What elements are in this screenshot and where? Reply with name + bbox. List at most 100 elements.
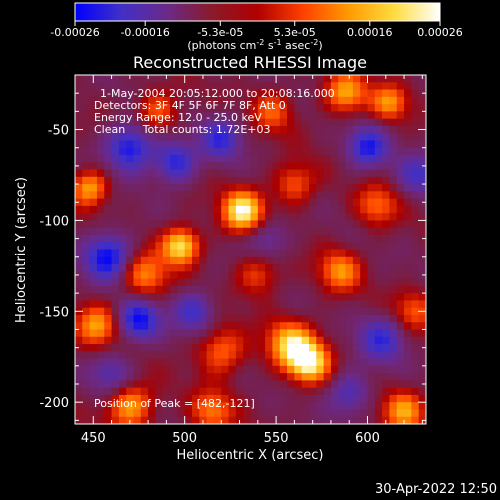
heatmap-cell (330, 162, 339, 171)
heatmap-cell (126, 96, 135, 105)
heatmap-cell (279, 205, 288, 214)
heatmap-cell (75, 82, 83, 91)
heatmap-cell (118, 184, 127, 192)
heatmap-cell (170, 264, 178, 272)
heatmap-cell (75, 133, 83, 142)
heatmap-cell (345, 104, 354, 112)
heatmap-cell (309, 329, 317, 338)
heatmap-cell (396, 402, 405, 411)
heatmap-cell (404, 373, 412, 381)
heatmap-cell (294, 293, 303, 301)
heatmap-cell (265, 329, 274, 338)
chart-title: Reconstructed RHESSI Image (133, 53, 367, 72)
heatmap-cell (382, 140, 391, 149)
heatmap-cell (82, 154, 91, 163)
heatmap-cell (221, 205, 230, 214)
heatmap-cell (360, 140, 369, 149)
heatmap-cell (243, 184, 252, 192)
heatmap-cell (301, 380, 310, 389)
heatmap-cell (294, 300, 303, 309)
annotation-detectors: Detectors: 3F 4F 5F 6F 7F 8F, Att 0 (94, 99, 286, 112)
heatmap-cell (96, 140, 105, 149)
heatmap-cell (360, 154, 369, 163)
heatmap-cell (389, 198, 398, 207)
heatmap-cell (96, 75, 105, 83)
heatmap-cell (206, 409, 215, 418)
heatmap-cell (418, 205, 426, 214)
heatmap-cell (213, 264, 222, 272)
heatmap-cell (75, 220, 83, 229)
y-axis-label: Heliocentric Y (arcsec) (14, 177, 29, 323)
heatmap-cell (338, 242, 347, 251)
heatmap-cell (404, 271, 412, 280)
heatmap-cell (374, 402, 383, 411)
heatmap-cell (404, 140, 412, 149)
heatmap-cell (323, 227, 332, 236)
heatmap-cell (265, 322, 274, 331)
heatmap-cell (352, 191, 361, 200)
heatmap-cell (374, 184, 383, 192)
axes-ticks: 450 500 550 600-50-100-150-200 (39, 74, 426, 446)
heatmap-cell (411, 111, 420, 120)
heatmap-cell (199, 184, 208, 192)
heatmap-cell (301, 133, 310, 142)
heatmap-cell (352, 409, 361, 418)
heatmap-cell (404, 111, 412, 120)
heatmap-cell (360, 358, 369, 367)
heatmap-cell (104, 264, 113, 272)
heatmap-cell (338, 293, 347, 301)
heatmap-cell (374, 409, 383, 418)
heatmap-cell (272, 293, 281, 301)
heatmap-cell (155, 249, 164, 258)
heatmap-cell (162, 256, 171, 265)
heatmap-cell (345, 184, 354, 192)
heatmap-cell (382, 96, 391, 105)
heatmap-cell (294, 307, 303, 316)
heatmap-cell (89, 387, 98, 396)
heatmap-cell (309, 227, 317, 236)
heatmap-cell (206, 351, 215, 360)
heatmap-cell (177, 191, 186, 200)
heatmap-cell (155, 89, 164, 98)
heatmap-cell (265, 176, 274, 185)
heatmap-cell (301, 387, 310, 396)
heatmap-cell (82, 104, 91, 112)
heatmap-cell (382, 314, 391, 323)
heatmap-cell (374, 147, 383, 156)
heatmap-cell (184, 380, 193, 389)
heatmap-cell (221, 89, 230, 98)
heatmap-cell (111, 322, 120, 331)
heatmap-cell (148, 133, 157, 142)
heatmap-cell (404, 402, 412, 411)
heatmap-cell (272, 111, 281, 120)
heatmap-cell (243, 191, 252, 200)
heatmap-cell (345, 344, 354, 352)
heatmap-cell (404, 314, 412, 323)
heatmap-cell (411, 416, 420, 424)
heatmap-cell (330, 300, 339, 309)
annotation-time-range: 1-May-2004 20:05:12.000 to 20:08:16.000 (100, 87, 335, 100)
heatmap-cell (338, 205, 347, 214)
heatmap-cell (235, 373, 244, 381)
heatmap-cell (235, 184, 244, 192)
heatmap-cell (309, 264, 317, 272)
heatmap-cell (104, 271, 113, 280)
heatmap-cell (374, 314, 383, 323)
heatmap-cell (367, 118, 376, 127)
heatmap-cell (330, 118, 339, 127)
heatmap-cell (250, 336, 259, 345)
heatmap-cell (170, 104, 178, 112)
heatmap-cell (250, 82, 259, 91)
heatmap-cell (133, 184, 142, 192)
heatmap-cell (250, 264, 259, 272)
heatmap-cell (279, 344, 288, 352)
heatmap-cell (155, 387, 164, 396)
heatmap-cell (418, 365, 426, 374)
heatmap-cell (243, 169, 252, 178)
heatmap-cell (309, 336, 317, 345)
heatmap-cell (389, 104, 398, 112)
heatmap-cell (265, 380, 274, 389)
heatmap-cell (133, 285, 142, 294)
heatmap-cell (396, 344, 405, 352)
heatmap-cell (250, 322, 259, 331)
